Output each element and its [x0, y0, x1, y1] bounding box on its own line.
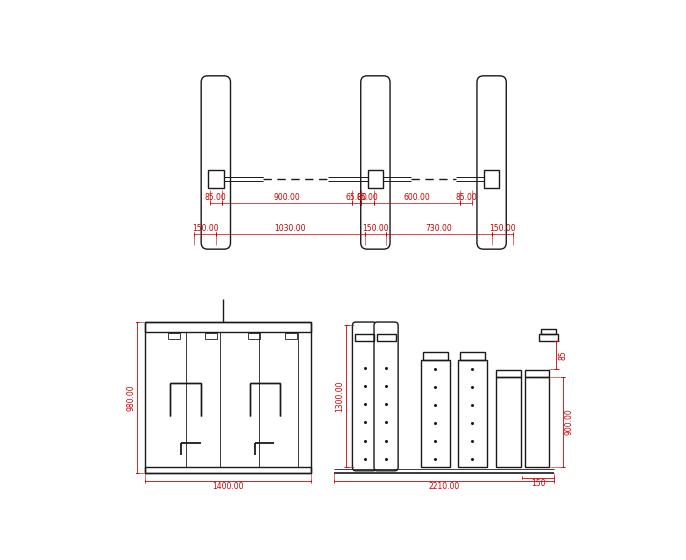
- Bar: [541, 329, 556, 334]
- Bar: [495, 377, 521, 468]
- Bar: [145, 323, 311, 473]
- Bar: [458, 360, 487, 468]
- FancyBboxPatch shape: [201, 76, 230, 249]
- Text: 150.00: 150.00: [362, 224, 389, 233]
- Text: 150: 150: [531, 479, 545, 488]
- Bar: [525, 370, 549, 377]
- Bar: [205, 333, 217, 339]
- FancyBboxPatch shape: [477, 76, 506, 249]
- Text: 85.00: 85.00: [456, 193, 477, 202]
- Bar: [145, 323, 311, 332]
- Text: 2210.00: 2210.00: [429, 483, 460, 492]
- Text: 900.00: 900.00: [565, 409, 573, 436]
- FancyBboxPatch shape: [361, 76, 390, 249]
- Bar: [168, 333, 180, 339]
- Bar: [208, 170, 224, 188]
- Text: 1300.00: 1300.00: [335, 381, 344, 412]
- Text: 85: 85: [558, 350, 567, 360]
- FancyBboxPatch shape: [374, 322, 398, 471]
- Text: 150.00: 150.00: [489, 224, 516, 233]
- Text: 85.00: 85.00: [357, 193, 378, 202]
- Text: 980.00: 980.00: [126, 385, 135, 411]
- Bar: [423, 352, 448, 360]
- Bar: [460, 352, 485, 360]
- Bar: [495, 370, 521, 377]
- Text: 150.00: 150.00: [191, 224, 218, 233]
- FancyBboxPatch shape: [353, 322, 377, 471]
- Text: 600.00: 600.00: [403, 193, 430, 202]
- Bar: [377, 334, 396, 340]
- Text: 1400.00: 1400.00: [212, 483, 244, 492]
- Text: 85.00: 85.00: [205, 193, 226, 202]
- Bar: [355, 334, 374, 340]
- Bar: [539, 334, 558, 340]
- Text: 730.00: 730.00: [425, 224, 452, 233]
- Bar: [525, 377, 549, 468]
- Bar: [285, 333, 296, 339]
- Text: 65.00: 65.00: [346, 193, 368, 202]
- Bar: [145, 468, 311, 473]
- Bar: [368, 170, 383, 188]
- Bar: [248, 333, 260, 339]
- Bar: [421, 360, 450, 468]
- Text: 900.00: 900.00: [274, 193, 300, 202]
- Text: 1030.00: 1030.00: [274, 224, 306, 233]
- Bar: [484, 170, 499, 188]
